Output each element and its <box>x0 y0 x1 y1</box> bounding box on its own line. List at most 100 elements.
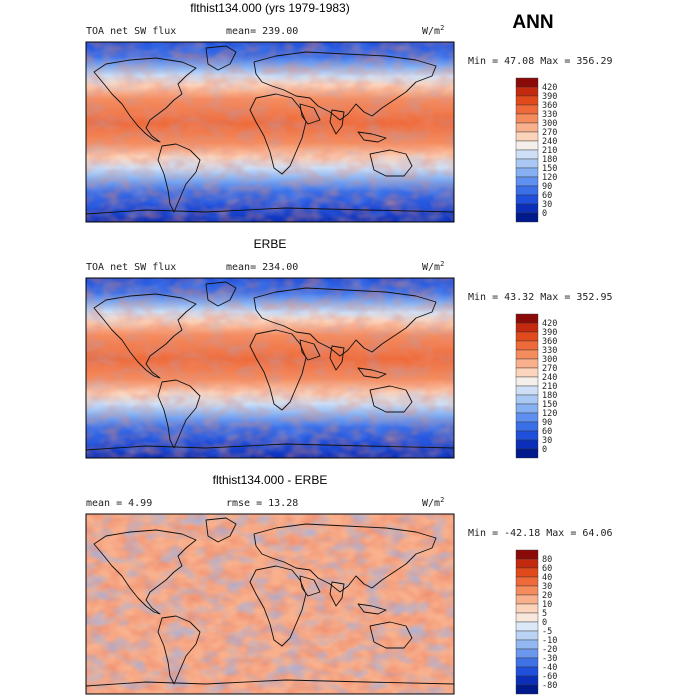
colorbar-tick-label: -40 <box>542 663 557 673</box>
units-base: W/m <box>422 262 440 273</box>
units-exponent: 2 <box>440 260 444 268</box>
colorbar-tick-label: 150 <box>542 400 557 410</box>
panel-left-label: TOA net SW flux <box>86 262 176 273</box>
panel-title: flthist134.000 (yrs 1979-1983) <box>190 1 349 15</box>
panel-left-label: mean = 4.99 <box>86 498 152 509</box>
units-exponent: 2 <box>440 496 444 504</box>
coastline <box>249 329 307 411</box>
colorbar-tick-label: 270 <box>542 364 557 374</box>
coastline <box>299 339 321 361</box>
panel-minmax: Min = -42.18 Max = 64.06 <box>468 528 613 539</box>
colorbar-tick-label: 80 <box>542 555 552 565</box>
coastline <box>329 109 345 135</box>
coastline <box>249 93 307 175</box>
colorbar-swatch <box>515 113 539 124</box>
colorbar-tick-label: -5 <box>542 627 552 637</box>
colorbar-tick-label: 330 <box>542 110 557 120</box>
colorbar-tick-label: -10 <box>542 636 557 646</box>
colorbar-tick-label: -60 <box>542 672 557 682</box>
colorbar-swatch <box>515 122 539 133</box>
colorbar-tick-label: 390 <box>542 92 557 102</box>
coastline <box>157 143 201 213</box>
coastline <box>253 287 437 357</box>
colorbar-swatch <box>515 585 539 596</box>
colorbar-tick-label: 40 <box>542 573 552 583</box>
colorbar-swatch <box>515 340 539 351</box>
colorbar-swatch <box>515 313 539 324</box>
map-texture-blue <box>86 278 454 458</box>
coastline <box>357 367 387 379</box>
coastline <box>205 45 237 71</box>
colorbar-tick-label: 90 <box>542 182 552 192</box>
panel-erbe: ERBE TOA net SW flux mean= 234.00 W/m2 Min =… <box>85 237 613 459</box>
panel-center-label: mean= 239.00 <box>226 26 298 37</box>
colorbar-swatch <box>515 331 539 342</box>
colorbar-swatch <box>515 630 539 641</box>
colorbar-swatch <box>515 448 539 459</box>
colorbar-swatch <box>515 594 539 605</box>
colorbar-swatch <box>515 648 539 659</box>
coastline <box>299 103 321 125</box>
coastline <box>249 565 307 647</box>
colorbar-swatch <box>515 176 539 187</box>
coastline <box>369 621 413 649</box>
colorbar-tick-label: -80 <box>542 681 557 691</box>
colorbar-tick-label: 20 <box>542 591 552 601</box>
coastline <box>93 57 197 143</box>
panel-minmax: Min = 47.08 Max = 356.29 <box>468 56 613 67</box>
coastline <box>86 207 454 215</box>
colorbar-swatch <box>515 549 539 560</box>
colorbar-swatch <box>515 639 539 650</box>
map-plot <box>86 278 454 458</box>
colorbar-swatch <box>515 394 539 405</box>
colorbar-swatch <box>515 140 539 151</box>
colorbar-swatch <box>515 576 539 587</box>
colorbar-tick-label: 240 <box>542 373 557 383</box>
colorbar-swatch <box>515 666 539 677</box>
colorbar-tick-label: 390 <box>542 328 557 338</box>
colorbar-swatch <box>515 86 539 97</box>
colorbar-tick-label: 270 <box>542 128 557 138</box>
panel-model: flthist134.000 (yrs 1979-1983) TOA net SW… <box>85 1 613 223</box>
colorbar-swatch <box>515 194 539 205</box>
colorbar-tick-label: 5 <box>542 609 547 619</box>
map-plot <box>86 42 454 222</box>
colorbar-tick-label: 240 <box>542 137 557 147</box>
panel-center-label: mean= 234.00 <box>226 262 298 273</box>
colorbar-tick-label: 420 <box>542 319 557 329</box>
colorbar-tick-label: 90 <box>542 418 552 428</box>
colorbar-swatch <box>515 376 539 387</box>
colorbar-tick-label: 0 <box>542 209 547 219</box>
colorbar-swatch <box>515 185 539 196</box>
colorbar-tick-label: 360 <box>542 337 557 347</box>
colorbar-tick-label: 420 <box>542 83 557 93</box>
colorbar-swatch <box>515 322 539 333</box>
colorbar-swatch <box>515 385 539 396</box>
colorbar-swatch <box>515 203 539 214</box>
colorbar-tick-label: 180 <box>542 391 557 401</box>
coastline <box>329 581 345 607</box>
map-frame <box>85 513 455 695</box>
coastline <box>157 379 201 449</box>
units-exponent: 2 <box>440 24 444 32</box>
colorbar-swatch <box>515 558 539 569</box>
panel-difference: flthist134.000 - ERBE mean = 4.99 rmse = 1… <box>85 473 613 695</box>
panel-title: flthist134.000 - ERBE <box>213 473 328 487</box>
map-texture-blue <box>86 42 454 222</box>
coastline <box>157 615 201 685</box>
coastline <box>357 603 387 615</box>
map-frame <box>85 41 455 223</box>
colorbar-swatch <box>515 95 539 106</box>
colorbar-swatch <box>515 358 539 369</box>
colorbar-tick-label: 300 <box>542 355 557 365</box>
coastline <box>369 149 413 177</box>
colorbar-swatch <box>515 675 539 686</box>
coastline <box>329 345 345 371</box>
colorbar-tick-label: 300 <box>542 119 557 129</box>
panel-units: W/m2 <box>422 260 444 273</box>
map-frame <box>85 277 455 459</box>
